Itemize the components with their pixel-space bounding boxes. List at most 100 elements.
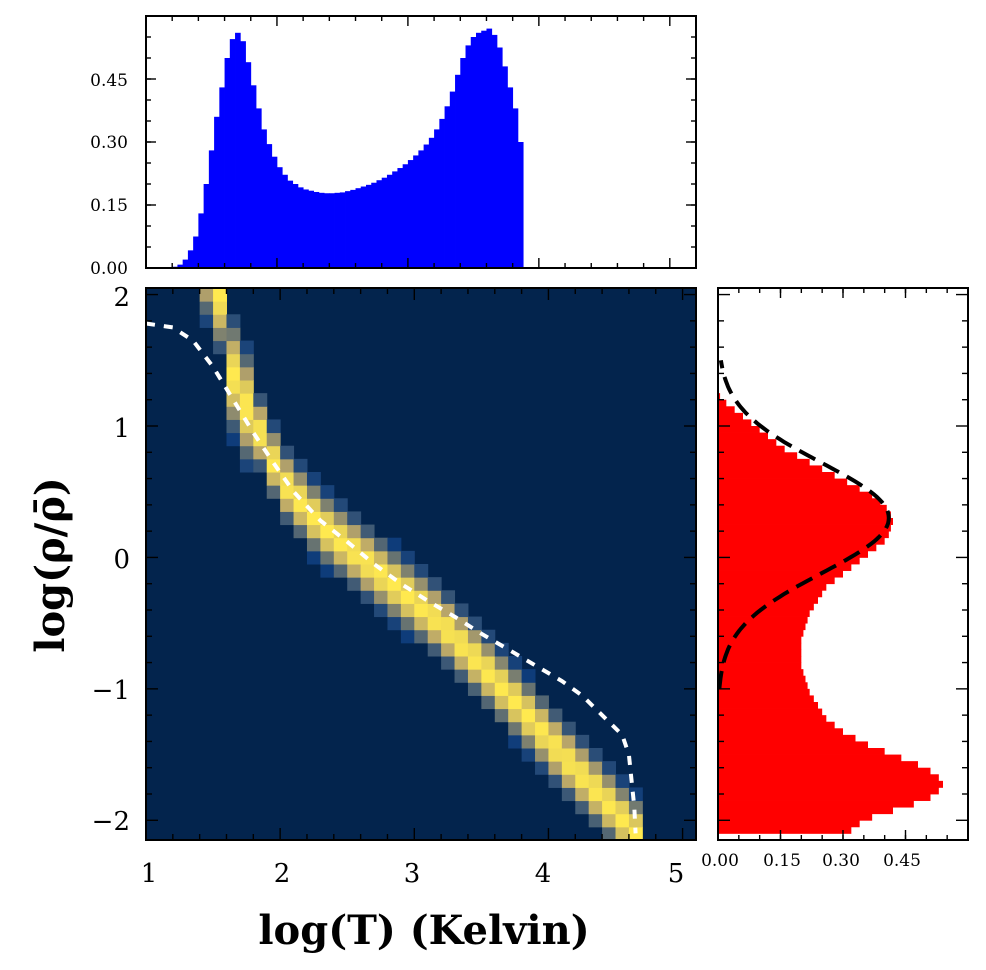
heatmap-cell [628, 813, 643, 828]
heatmap-cell [306, 537, 321, 552]
heatmap-cell [441, 616, 456, 631]
right-histogram-bar [718, 682, 808, 690]
heatmap-cell [199, 314, 214, 328]
right-histogram-bar [718, 406, 735, 414]
right-histogram-bar [718, 708, 823, 716]
heatmap-cell [333, 550, 348, 565]
heatmap-cell [226, 327, 241, 342]
top-histogram-bar [397, 168, 404, 268]
right-histogram-bar [718, 800, 914, 808]
heatmap-cell [414, 616, 429, 631]
top-histogram-bar [303, 189, 309, 268]
right-histogram-bar [718, 688, 810, 696]
heatmap-cell [347, 550, 362, 565]
heatmap-cell [347, 537, 362, 552]
right-histogram-bar [718, 458, 810, 466]
heatmap-cell [628, 826, 643, 841]
heatmap-cell [561, 774, 576, 788]
right-histogram-bar [718, 518, 893, 525]
heatmap-cell [320, 485, 335, 499]
heatmap-cell [387, 616, 402, 631]
heatmap-cell [360, 524, 375, 539]
right-histogram-bar [718, 675, 806, 683]
right-histogram-bar [718, 721, 835, 729]
right-histogram-bar [718, 544, 877, 552]
heatmap-cell [508, 669, 523, 683]
top-histogram-bar [386, 174, 393, 268]
heatmap-cell [508, 734, 523, 749]
heatmap-cell [427, 629, 442, 644]
heatmap-cell [387, 550, 402, 565]
top-histogram-bar [256, 108, 262, 269]
right-histogram-bar [718, 616, 808, 624]
top-histogram-bar [418, 150, 425, 268]
heatmap-cell [360, 537, 375, 552]
top-histogram-bar [339, 192, 346, 268]
right-histogram-bar [718, 485, 860, 493]
heatmap-xtick-label: 5 [668, 859, 685, 889]
heatmap-cell [602, 761, 617, 775]
top-histogram-bar [496, 47, 503, 268]
heatmap-cell [548, 708, 563, 723]
heatmap-xtick-label: 4 [535, 859, 552, 889]
y-axis-title: log(ρ/ρ̄) [27, 477, 74, 653]
right-histogram-bar [718, 610, 810, 617]
heatmap-cell [320, 537, 335, 552]
heatmap-cell [374, 603, 388, 618]
heatmap-cell [575, 800, 590, 815]
top-histogram-bar [381, 177, 388, 268]
heatmap-cell [494, 682, 509, 696]
heatmap-cell [239, 419, 254, 434]
heatmap-ytick-label: −2 [92, 807, 130, 837]
heatmap-cell [588, 774, 603, 788]
heatmap-cell [320, 564, 335, 578]
top-histogram-bar [476, 32, 482, 268]
heatmap-cell [226, 340, 241, 355]
heatmap-cell [253, 406, 268, 420]
right-histogram-bar [718, 439, 777, 447]
top-histogram-bar [245, 62, 252, 269]
top-histogram-bar [481, 30, 487, 269]
heatmap-cell [481, 682, 496, 696]
right-xtick-label: 0.45 [883, 851, 921, 871]
heatmap-cell [239, 432, 254, 447]
heatmap-cell [400, 616, 415, 631]
heatmap-cell [548, 734, 563, 749]
right-histogram-bar [718, 761, 918, 769]
right-histogram-bar [718, 537, 885, 545]
top-histogram-bar [366, 184, 372, 268]
heatmap-cell [548, 774, 563, 788]
top-histogram-bar [308, 190, 315, 268]
right-histogram-bar [718, 419, 752, 427]
top-histogram-bar [282, 174, 288, 268]
top-histogram-bar [235, 32, 241, 268]
top-histogram-bar [376, 180, 383, 268]
heatmap-cell [266, 485, 281, 499]
heatmap-cell [467, 669, 482, 683]
heatmap-cell [508, 721, 523, 736]
heatmap-ytick-label: 0 [113, 545, 130, 575]
right-histogram-bar [718, 564, 852, 571]
heatmap-cell [293, 472, 308, 486]
top-histogram-bar [360, 186, 367, 268]
heatmap-cell [481, 695, 496, 710]
heatmap-cell [226, 380, 241, 394]
heatmap-cell [561, 761, 576, 775]
heatmap-cell [226, 366, 241, 381]
top-histogram-bar [392, 171, 398, 268]
top-histogram-bar [229, 39, 236, 268]
right-histogram-bar [718, 754, 902, 762]
top-histogram-bar [318, 192, 325, 268]
heatmap-cell [615, 813, 630, 828]
heatmap-cell [400, 564, 415, 578]
heatmap-cell [374, 590, 388, 604]
heatmap-cell [575, 774, 590, 788]
right-histogram-bar [718, 432, 768, 440]
right-xtick-label: 0.00 [701, 851, 739, 871]
right-histogram-bar [718, 590, 823, 598]
top-histogram-bar [355, 188, 362, 268]
right-histogram-bar [718, 577, 835, 585]
right-histogram-bar [718, 629, 804, 637]
heatmap-cell [441, 642, 456, 657]
top-histogram-bar [292, 184, 299, 268]
